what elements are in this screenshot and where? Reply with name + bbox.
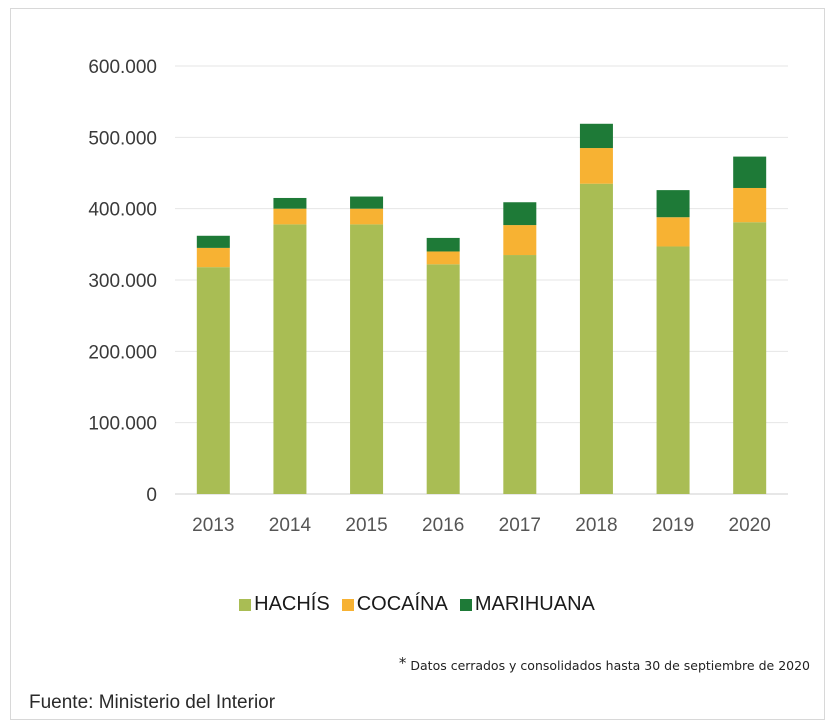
bar-marihuana-2014	[273, 197, 307, 209]
source-note: Fuente: Ministerio del Interior	[29, 692, 276, 713]
bar-hachis-2020	[733, 222, 767, 494]
bar-hachis-2019	[656, 246, 690, 494]
legend-item-marihuana: MARIHUANA	[459, 593, 595, 616]
legend-label-hachis: HACHÍS	[254, 593, 330, 615]
bar-cocaina-2017	[503, 225, 537, 256]
legend-item-cocaina: COCAÍNA	[341, 593, 448, 616]
bar-marihuana-2013	[196, 235, 230, 248]
bar-cocaina-2015	[350, 208, 384, 225]
legend-label-marihuana: MARIHUANA	[474, 593, 595, 615]
x-tick-label: 2016	[422, 515, 464, 536]
footnote-mark: *	[398, 654, 407, 672]
x-tick-label: 2017	[499, 515, 541, 536]
bar-cocaina-2018	[579, 148, 613, 184]
bar-hachis-2015	[350, 224, 384, 495]
x-tick-label: 2015	[345, 515, 387, 536]
legend-label-cocaina: COCAÍNA	[356, 593, 448, 615]
x-tick-label: 2018	[575, 515, 617, 536]
bar-marihuana-2016	[426, 237, 460, 252]
footnote-text: Datos cerrados y consolidados hasta 30 d…	[410, 658, 810, 673]
legend-swatch-cocaina	[341, 598, 354, 611]
bar-hachis-2018	[579, 183, 613, 494]
y-tick-label: 300.000	[88, 271, 157, 292]
y-tick-label: 100.000	[88, 414, 157, 435]
y-tick-label: 400.000	[88, 200, 157, 221]
bar-marihuana-2015	[350, 196, 384, 209]
y-tick-label: 0	[146, 485, 157, 506]
bar-hachis-2013	[196, 267, 230, 494]
bar-cocaina-2016	[426, 251, 460, 265]
x-tick-label: 2014	[269, 515, 312, 536]
bar-marihuana-2017	[503, 202, 537, 226]
x-tick-label: 2013	[192, 515, 234, 536]
chart-legend: HACHÍS COCAÍNA MARIHUANA	[0, 593, 834, 616]
bar-cocaina-2014	[273, 208, 307, 225]
bar-hachis-2017	[503, 255, 537, 494]
bar-cocaina-2013	[196, 247, 230, 268]
bar-marihuana-2018	[579, 123, 613, 149]
legend-swatch-marihuana	[459, 598, 472, 611]
bar-hachis-2014	[273, 224, 307, 495]
bar-hachis-2016	[426, 264, 460, 494]
bar-cocaina-2020	[733, 187, 767, 223]
stacked-bar-chart: 0 100.000 200.000 300.000 400.000 500.000 600.…	[88, 57, 788, 536]
x-tick-label: 2020	[729, 515, 771, 536]
bar-marihuana-2020	[733, 156, 767, 188]
bar-cocaina-2019	[656, 217, 690, 247]
y-tick-label: 600.000	[88, 57, 157, 78]
bar-marihuana-2019	[656, 190, 690, 218]
legend-item-hachis: HACHÍS	[239, 593, 330, 616]
y-tick-label: 200.000	[88, 342, 157, 363]
y-tick-label: 500.000	[88, 128, 157, 149]
x-tick-label: 2019	[652, 515, 694, 536]
legend-swatch-hachis	[239, 598, 252, 611]
footnote: * Datos cerrados y consolidados hasta 30 …	[399, 654, 810, 673]
